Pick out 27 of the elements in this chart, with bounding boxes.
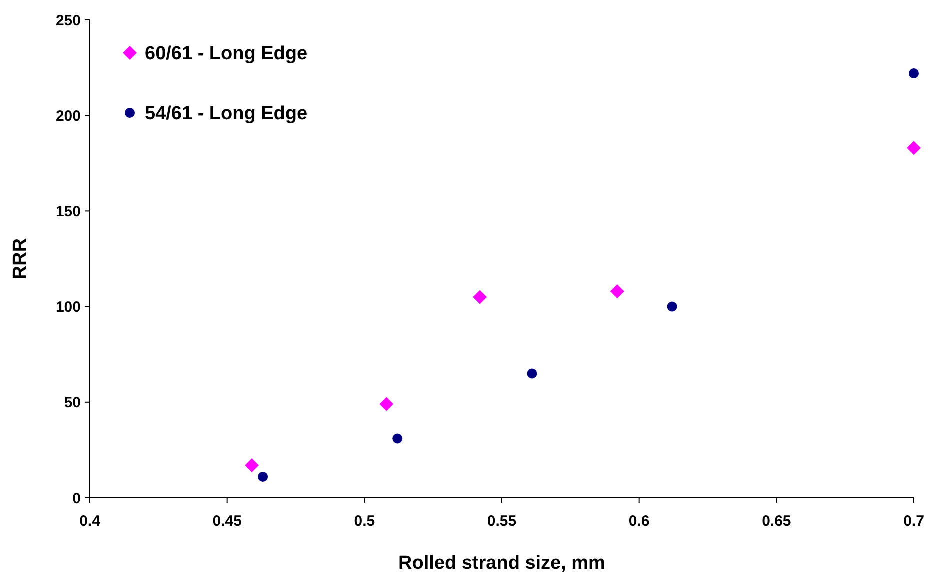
y-tick-label: 100 <box>56 299 81 316</box>
legend-label: 60/61 - Long Edge <box>145 44 308 65</box>
point <box>527 368 538 379</box>
point <box>907 141 921 156</box>
y-tick-label: 200 <box>56 108 81 125</box>
y-tick-label: 150 <box>56 203 81 220</box>
x-tick-label: 0.45 <box>212 513 242 530</box>
y-axis-title: RRR <box>10 238 31 280</box>
point <box>610 284 624 299</box>
point <box>245 458 260 472</box>
y-tick-label: 0 <box>72 490 81 508</box>
point <box>473 290 488 304</box>
x-tick-label: 0.7 <box>904 513 924 530</box>
legend-label: 54/61 - Long Edge <box>145 104 308 125</box>
x-tick-label: 0.55 <box>487 513 517 530</box>
point <box>667 302 678 312</box>
x-tick-label: 0.6 <box>628 513 650 530</box>
x-tick-label: 0.65 <box>762 513 792 530</box>
point <box>392 434 403 444</box>
x-tick-label: 0.4 <box>80 513 102 530</box>
point <box>380 397 394 412</box>
point <box>258 472 268 482</box>
x-tick-label: 0.5 <box>354 513 376 530</box>
y-tick-label: 250 <box>56 12 81 30</box>
point <box>909 68 919 79</box>
x-axis-title: Rolled strand size, mm <box>398 553 606 574</box>
y-tick-label: 50 <box>64 394 81 412</box>
